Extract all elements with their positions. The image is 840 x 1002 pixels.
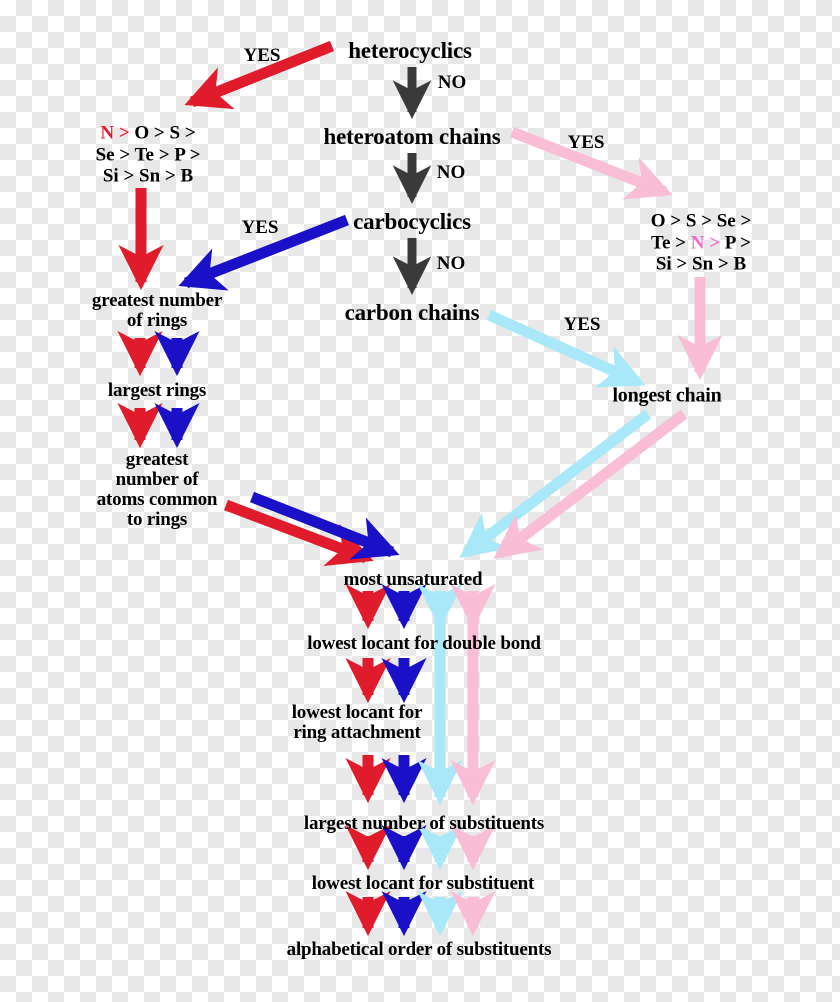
edge-largest-number-to-lowest-locant-substituent [345, 825, 496, 871]
priority-ring-line-3: Si > Sn > B [102, 165, 194, 187]
edge-heteroatom-chains-yes-pink [509, 126, 673, 200]
node-carbon-chains[interactable]: carbon chains [344, 299, 480, 325]
node-greatest-number-of-atoms-common-to-rings[interactable]: greatest number of atoms common to rings [96, 448, 218, 531]
priority-chain-line-2-post: P > [720, 232, 751, 254]
heteroatom-priority-ring-list: N > O > S > Se > Te > P > Si > Sn > B [96, 123, 201, 188]
edge-label-yes-carbon-chains: YES [563, 314, 601, 335]
node-heterocyclics[interactable]: heterocyclics [348, 37, 472, 63]
node-carbocyclics[interactable]: carbocyclics [353, 208, 471, 234]
edge-label-yes-heteroatom-chains: YES [567, 132, 605, 153]
edge-ring-branch-to-most-unsaturated [224, 491, 400, 566]
node-lowest-locant-for-substituent[interactable]: lowest locant for substituent [311, 872, 535, 894]
edge-largest-rings-to-atoms-common [117, 403, 200, 449]
node-lowest-locant-for-ring-attachment[interactable]: lowest locant for ring attachment [291, 701, 423, 743]
node-lowest-locant-for-double-bond[interactable]: lowest locant for double bond [307, 632, 541, 654]
node-largest-number-of-substituents[interactable]: largest number of substituents [303, 812, 545, 834]
priority-chain-line-3: Si > Sn > B [655, 253, 747, 275]
edge-rings-to-largest-rings [117, 331, 200, 377]
priority-ring-highlight-n: N > [100, 122, 130, 144]
node-most-unsaturated[interactable]: most unsaturated [343, 568, 483, 590]
edge-label-no-heteroatom-chains: NO [436, 162, 466, 183]
priority-chain-line-1: O > S > Se > [650, 210, 752, 232]
priority-ring-line-1: N > O > S > [96, 123, 201, 145]
edge-label-no-heterocyclics: NO [437, 72, 467, 93]
node-alphabetical-order-of-substituents[interactable]: alphabetical order of substituents [286, 938, 552, 960]
edge-chain-branch-to-most-unsaturated [459, 409, 688, 559]
heteroatom-priority-chain-list: O > S > Se > Te > N > P > Si > Sn > B [651, 211, 752, 276]
edge-most-unsaturated-to-double-bond [345, 584, 496, 630]
edge-label-no-carbocyclics: NO [436, 253, 466, 274]
edge-label-yes-heterocyclics: YES [243, 45, 281, 66]
edge-ring-attachment-to-largest-number [345, 755, 427, 804]
edge-heterocyclics-yes-red [184, 40, 335, 110]
edge-label-yes-carbocyclics: YES [241, 217, 279, 238]
bypass-rail-arrowheads [417, 760, 496, 806]
node-greatest-number-of-rings[interactable]: greatest number of rings [91, 289, 223, 331]
edge-lowest-locant-to-alphabetical-order [345, 891, 496, 937]
priority-chain-line-2-pre: Te > [651, 232, 691, 254]
edge-double-bond-to-ring-attachment [345, 658, 427, 704]
priority-chain-line-2: Te > N > P > [651, 232, 752, 254]
node-largest-rings[interactable]: largest rings [107, 379, 207, 401]
node-heteroatom-chains[interactable]: heteroatom chains [323, 123, 501, 149]
priority-chain-highlight-n: N > [690, 232, 721, 254]
priority-ring-line-1-rest: O > S > [129, 122, 196, 144]
edge-carbon-chains-yes-cyan [486, 309, 646, 388]
priority-ring-line-2: Se > Te > P > [95, 144, 201, 166]
edge-carbocyclics-yes-blue [178, 214, 350, 291]
node-longest-chain[interactable]: longest chain [612, 384, 722, 407]
